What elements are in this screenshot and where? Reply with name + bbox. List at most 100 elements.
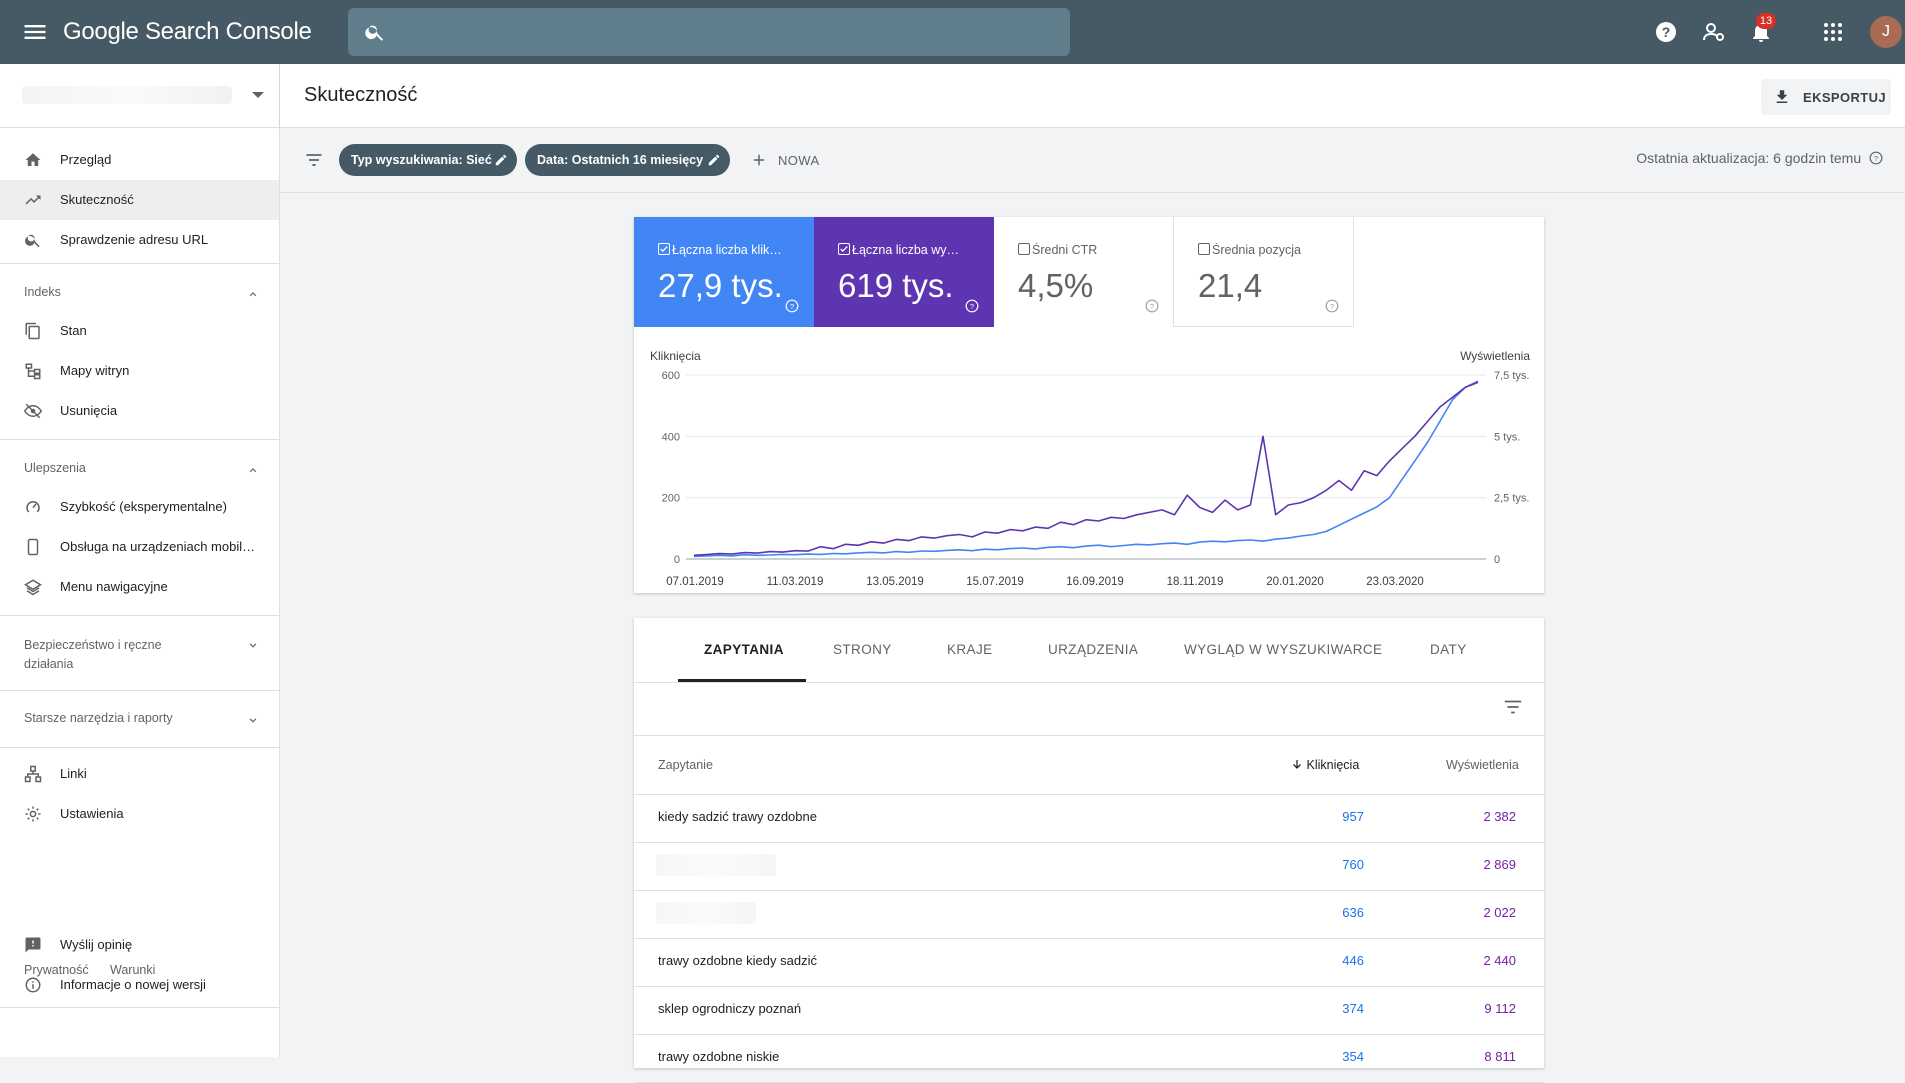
metric-average-position[interactable]: Średnia pozycja 21,4 ? xyxy=(1174,217,1354,327)
sidebar-item-sitemaps[interactable]: Mapy witryn xyxy=(0,351,279,391)
column-header-clicks[interactable]: Kliknięcia xyxy=(1291,758,1359,772)
tab-search-appearance[interactable]: WYGLĄD W WYSZUKIWARCE xyxy=(1184,642,1383,657)
sidebar-item-settings[interactable]: Ustawienia xyxy=(0,794,279,834)
sidebar-item-coverage[interactable]: Stan xyxy=(0,311,279,351)
checkbox-unchecked-icon[interactable] xyxy=(1018,243,1030,255)
sidebar-item-speed[interactable]: Szybkość (eksperymentalne) xyxy=(0,487,279,527)
y-tick-label-left: 600 xyxy=(662,370,680,382)
table-row[interactable]: kiedy sadzić trawy ozdobne 957 2 382 xyxy=(634,794,1544,843)
section-header-enhancements[interactable]: Ulepszenia xyxy=(24,461,86,475)
help-outline-icon[interactable]: ? xyxy=(1145,299,1159,313)
chevron-up-icon[interactable] xyxy=(246,287,260,301)
avatar[interactable]: J xyxy=(1870,16,1902,48)
visibility-off-icon xyxy=(24,403,42,419)
notification-count-badge: 13 xyxy=(1756,13,1776,29)
metric-label: Łączna liczba klik… xyxy=(672,243,782,257)
chip-label: Data: Ostatnich 16 miesięcy xyxy=(537,153,704,167)
checkbox-unchecked-icon[interactable] xyxy=(1198,243,1210,255)
table-row[interactable]: 636 2 022 xyxy=(634,890,1544,939)
export-button[interactable]: EKSPORTUJ xyxy=(1761,79,1891,115)
y-tick-label-left: 0 xyxy=(674,554,680,566)
section-header-index[interactable]: Indeks xyxy=(24,285,61,299)
sidebar-item-breadcrumbs[interactable]: Menu nawigacyjne xyxy=(0,567,279,607)
help-outline-icon[interactable]: ? xyxy=(1325,299,1339,313)
sidebar-item-label: Usunięcia xyxy=(60,403,118,418)
table-row[interactable]: trawy ozdobne niskie 354 8 811 xyxy=(634,1034,1544,1083)
table-filter-icon[interactable] xyxy=(1502,696,1524,718)
metric-total-clicks[interactable]: Łączna liczba klik… 27,9 tys. ? xyxy=(634,217,814,327)
checkbox-checked-icon[interactable] xyxy=(658,243,670,255)
date-filter-chip[interactable]: Data: Ostatnich 16 miesięcy xyxy=(525,144,730,176)
chevron-down-icon[interactable] xyxy=(246,713,260,727)
help-outline-icon[interactable]: ? xyxy=(1869,151,1883,165)
performance-line-chart[interactable]: Kliknięcia Wyświetlenia 600 7,5 tys. 400 5 ty… xyxy=(634,327,1544,593)
sidebar-item-url-inspection[interactable]: Sprawdzenie adresu URL xyxy=(0,220,279,260)
x-tick-label: 18.11.2019 xyxy=(1167,576,1224,588)
clicks-cell: 446 xyxy=(1342,953,1364,968)
sidebar-item-label: Wyślij opinię xyxy=(60,937,133,952)
metric-average-ctr[interactable]: Średni CTR 4,5% ? xyxy=(994,217,1174,327)
left-axis-label: Kliknięcia xyxy=(650,349,701,363)
search-input[interactable] xyxy=(348,8,1070,56)
terms-link[interactable]: Warunki xyxy=(110,963,156,977)
right-axis-label: Wyświetlenia xyxy=(1460,349,1530,363)
help-icon[interactable]: ? xyxy=(1654,20,1678,44)
chip-label: Typ wyszukiwania: Sieć xyxy=(351,153,492,167)
section-header-legacy-tools[interactable]: Starsze narzędzia i raporty xyxy=(24,711,173,725)
filter-icon[interactable] xyxy=(304,150,324,170)
metric-total-impressions[interactable]: Łączna liczba wy… 619 tys. ? xyxy=(814,217,994,327)
svg-text:?: ? xyxy=(970,302,974,311)
sidebar-item-label: Linki xyxy=(60,766,87,781)
impressions-cell: 2 382 xyxy=(1483,809,1516,824)
new-filter-button[interactable]: NOWA xyxy=(750,144,830,176)
home-icon xyxy=(25,153,41,166)
edit-icon xyxy=(708,154,720,166)
chevron-up-icon[interactable] xyxy=(246,463,260,477)
tab-pages[interactable]: STRONY xyxy=(833,642,892,657)
sidebar-item-feedback[interactable]: Wyślij opinię xyxy=(0,925,279,965)
series-line-clicks xyxy=(693,380,1479,558)
sidebar-item-removals[interactable]: Usunięcia xyxy=(0,391,279,431)
links-tree-icon xyxy=(24,765,42,783)
table-row[interactable]: trawy ozdobne kiedy sadzić 446 2 440 xyxy=(634,938,1544,987)
column-header-query[interactable]: Zapytanie xyxy=(658,758,713,772)
svg-text:?: ? xyxy=(1662,24,1671,40)
sidebar-item-performance[interactable]: Skuteczność xyxy=(0,180,279,220)
tab-dates[interactable]: DATY xyxy=(1430,642,1467,657)
query-cell: sklep ogrodniczy poznań xyxy=(658,1001,802,1016)
help-outline-icon[interactable]: ? xyxy=(785,299,799,313)
dimension-tabs: ZAPYTANIA STRONY KRAJE URZĄDZENIA WYGLĄD… xyxy=(634,618,1544,683)
table-row[interactable]: 760 2 869 xyxy=(634,842,1544,891)
sidebar-item-label: Skuteczność xyxy=(60,192,134,207)
column-header-impressions[interactable]: Wyświetlenia xyxy=(1446,758,1519,772)
svg-text:?: ? xyxy=(790,302,794,311)
table-row[interactable]: sklep ogrodniczy poznań 374 9 112 xyxy=(634,986,1544,1035)
menu-icon[interactable] xyxy=(20,18,50,46)
plus-icon xyxy=(753,154,765,166)
metric-value: 4,5% xyxy=(1018,267,1094,304)
x-tick-label: 16.09.2019 xyxy=(1066,576,1124,588)
sidebar-item-overview[interactable]: Przegląd xyxy=(0,140,279,180)
dimension-table-card: ZAPYTANIA STRONY KRAJE URZĄDZENIA WYGLĄD… xyxy=(634,618,1544,1083)
sidebar-item-links[interactable]: Linki xyxy=(0,754,279,794)
sidebar-item-mobile-usability[interactable]: Obsługa na urządzeniach mobil… xyxy=(0,527,279,567)
sitemap-icon xyxy=(25,363,41,380)
search-type-filter-chip[interactable]: Typ wyszukiwania: Sieć xyxy=(339,144,517,176)
divider xyxy=(0,690,279,691)
tab-countries[interactable]: KRAJE xyxy=(947,642,993,657)
apps-grid-icon[interactable] xyxy=(1821,20,1845,44)
chevron-down-icon[interactable] xyxy=(246,638,260,652)
sidebar-item-whats-new[interactable]: Informacje o nowej wersji xyxy=(0,965,279,1005)
metric-label: Średnia pozycja xyxy=(1212,243,1301,257)
impressions-cell: 2 869 xyxy=(1483,857,1516,872)
tab-devices[interactable]: URZĄDZENIA xyxy=(1048,642,1139,657)
manage-users-icon[interactable] xyxy=(1702,20,1726,44)
checkbox-checked-icon[interactable] xyxy=(838,243,850,255)
metric-value: 27,9 tys. xyxy=(658,267,783,304)
tab-queries[interactable]: ZAPYTANIA xyxy=(704,642,784,657)
privacy-link[interactable]: Prywatność xyxy=(24,963,89,977)
help-outline-icon[interactable]: ? xyxy=(965,299,979,313)
section-header-security[interactable]: Bezpieczeństwo i ręczne działania xyxy=(24,638,162,671)
app-brand[interactable]: Google Search Console xyxy=(63,18,312,45)
property-selector[interactable] xyxy=(0,64,279,128)
